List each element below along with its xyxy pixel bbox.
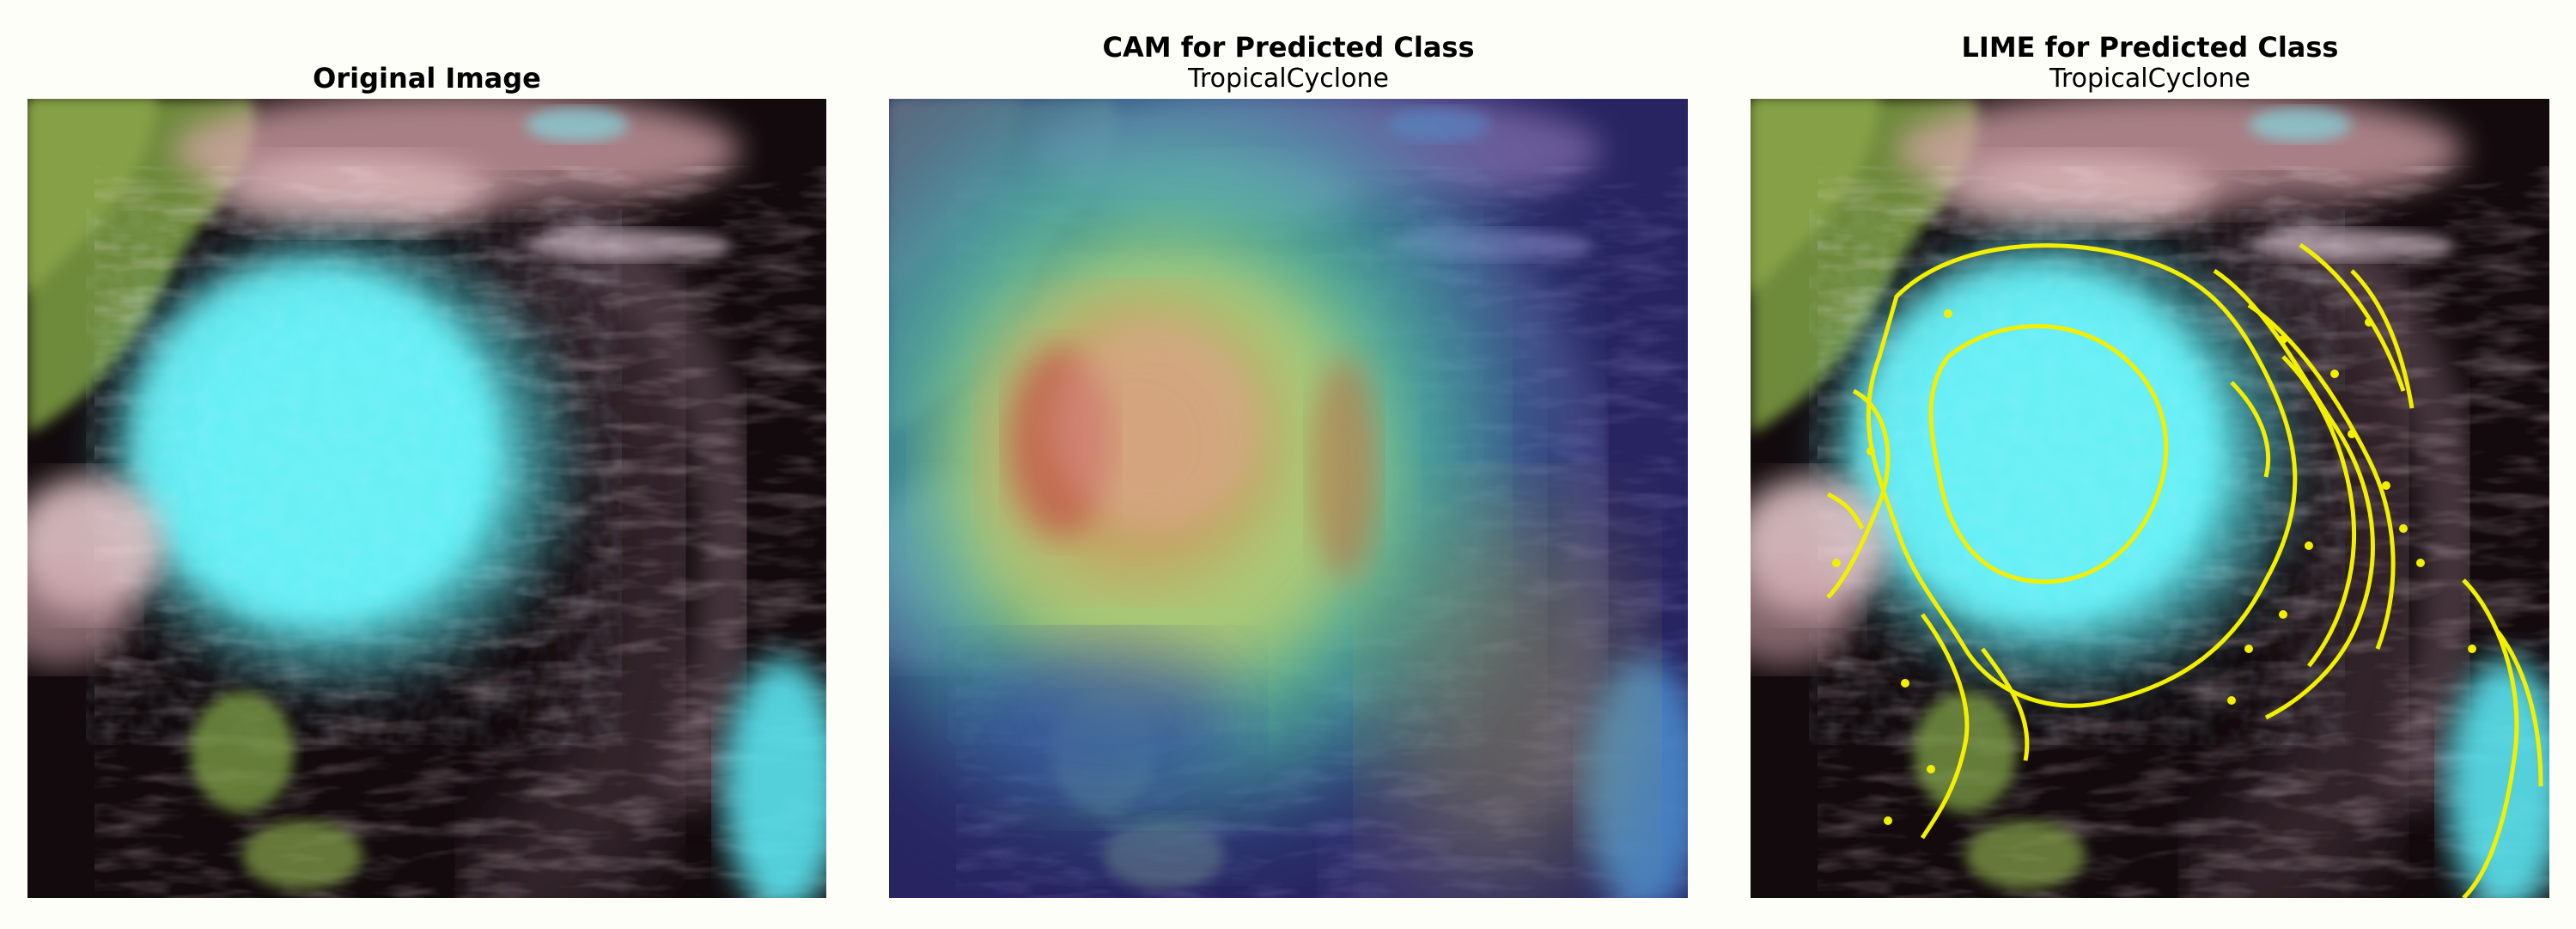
panel-title-original: Original Image <box>313 62 541 95</box>
panel-cam: CAM for Predicted Class TropicalCyclone <box>889 0 1688 929</box>
panel-title-lime: LIME for Predicted Class <box>1961 31 2339 64</box>
panel-title-cam: CAM for Predicted Class <box>1102 31 1475 64</box>
original-satellite-image <box>27 99 826 898</box>
panel-original: Original Image <box>27 0 826 929</box>
panel-lime: LIME for Predicted Class TropicalCyclone <box>1751 0 2549 929</box>
cam-heatmap-overlay-image <box>889 99 1688 898</box>
panel-subtitle-lime: TropicalCyclone <box>2049 64 2250 94</box>
lime-boundary-overlay-image <box>1751 99 2549 898</box>
panel-subtitle-cam: TropicalCyclone <box>1188 64 1389 94</box>
